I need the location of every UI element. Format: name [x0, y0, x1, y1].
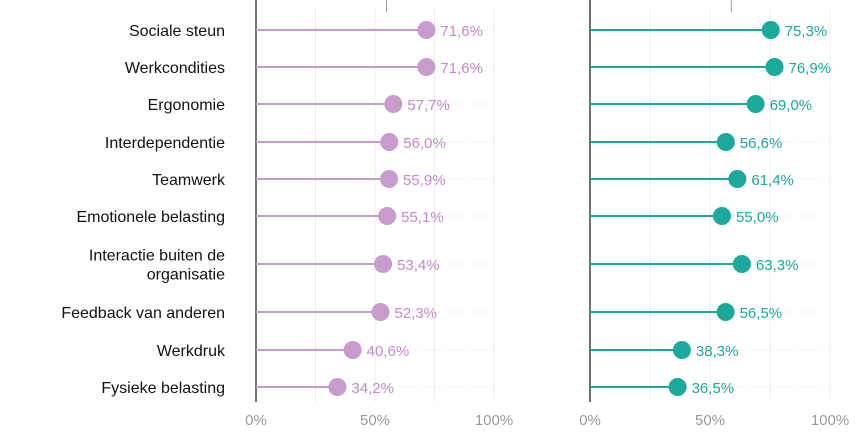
category-label: organisatie: [147, 267, 225, 284]
lollipop-dot: [728, 170, 747, 188]
tick-label: 0%: [245, 412, 267, 429]
category-label: Werkcondities: [125, 60, 225, 77]
value-label: 71,6%: [440, 23, 483, 40]
lollipop-dot: [732, 255, 751, 273]
lollipop-dot: [380, 170, 399, 188]
lollipop-dot: [328, 378, 347, 396]
tick-label: 0%: [579, 412, 601, 429]
category-label: Interactie buiten de: [89, 248, 225, 265]
value-label: 57,7%: [407, 97, 450, 114]
category-label: Interdependentie: [105, 135, 225, 152]
value-label: 76,9%: [789, 60, 832, 77]
lollipop-dot: [716, 133, 735, 151]
value-label: 61,4%: [751, 172, 794, 189]
lollipop-dot: [672, 341, 691, 359]
value-label: 55,9%: [403, 172, 446, 189]
value-label: 56,6%: [740, 135, 783, 152]
value-label: 36,5%: [692, 380, 735, 397]
lollipop-dot: [371, 303, 390, 321]
lollipop-dot: [716, 303, 735, 321]
lollipop-dot: [713, 207, 731, 225]
category-label: Werkdruk: [157, 343, 226, 360]
tick-label: 100%: [811, 412, 849, 429]
lollipop-dot: [417, 21, 436, 39]
category-label: Teamwerk: [152, 172, 226, 189]
lollipop-dot: [384, 95, 403, 113]
value-label: 34,2%: [351, 380, 394, 397]
lollipop-dot: [417, 58, 436, 76]
lollipop-dot: [343, 341, 362, 359]
value-label: 56,0%: [403, 135, 446, 152]
lollipop-dot: [378, 207, 397, 225]
category-label: Ergonomie: [148, 97, 225, 114]
tick-label: 50%: [695, 412, 725, 429]
category-label: Feedback van anderen: [61, 305, 225, 322]
lollipop-dot: [668, 378, 687, 396]
lollipop-dot: [761, 21, 780, 39]
lollipop-dot: [746, 95, 765, 113]
lollipop-dot: [765, 58, 784, 76]
category-label: Emotionele belasting: [76, 209, 225, 226]
value-label: 52,3%: [394, 305, 437, 322]
lollipop-dot: [374, 255, 393, 273]
value-label: 38,3%: [696, 343, 739, 360]
value-label: 53,4%: [397, 257, 440, 274]
value-label: 71,6%: [440, 60, 483, 77]
category-label: Fysieke belasting: [101, 380, 225, 397]
value-label: 63,3%: [756, 257, 799, 274]
value-label: 56,5%: [740, 305, 783, 322]
value-label: 75,3%: [785, 23, 828, 40]
value-label: 55,0%: [736, 209, 779, 226]
tick-label: 50%: [360, 412, 390, 429]
category-label: Sociale steun: [129, 23, 225, 40]
lollipop-dot: [380, 133, 399, 151]
value-label: 55,1%: [401, 209, 444, 226]
tick-label: 100%: [475, 412, 513, 429]
value-label: 40,6%: [367, 343, 410, 360]
value-label: 69,0%: [770, 97, 813, 114]
